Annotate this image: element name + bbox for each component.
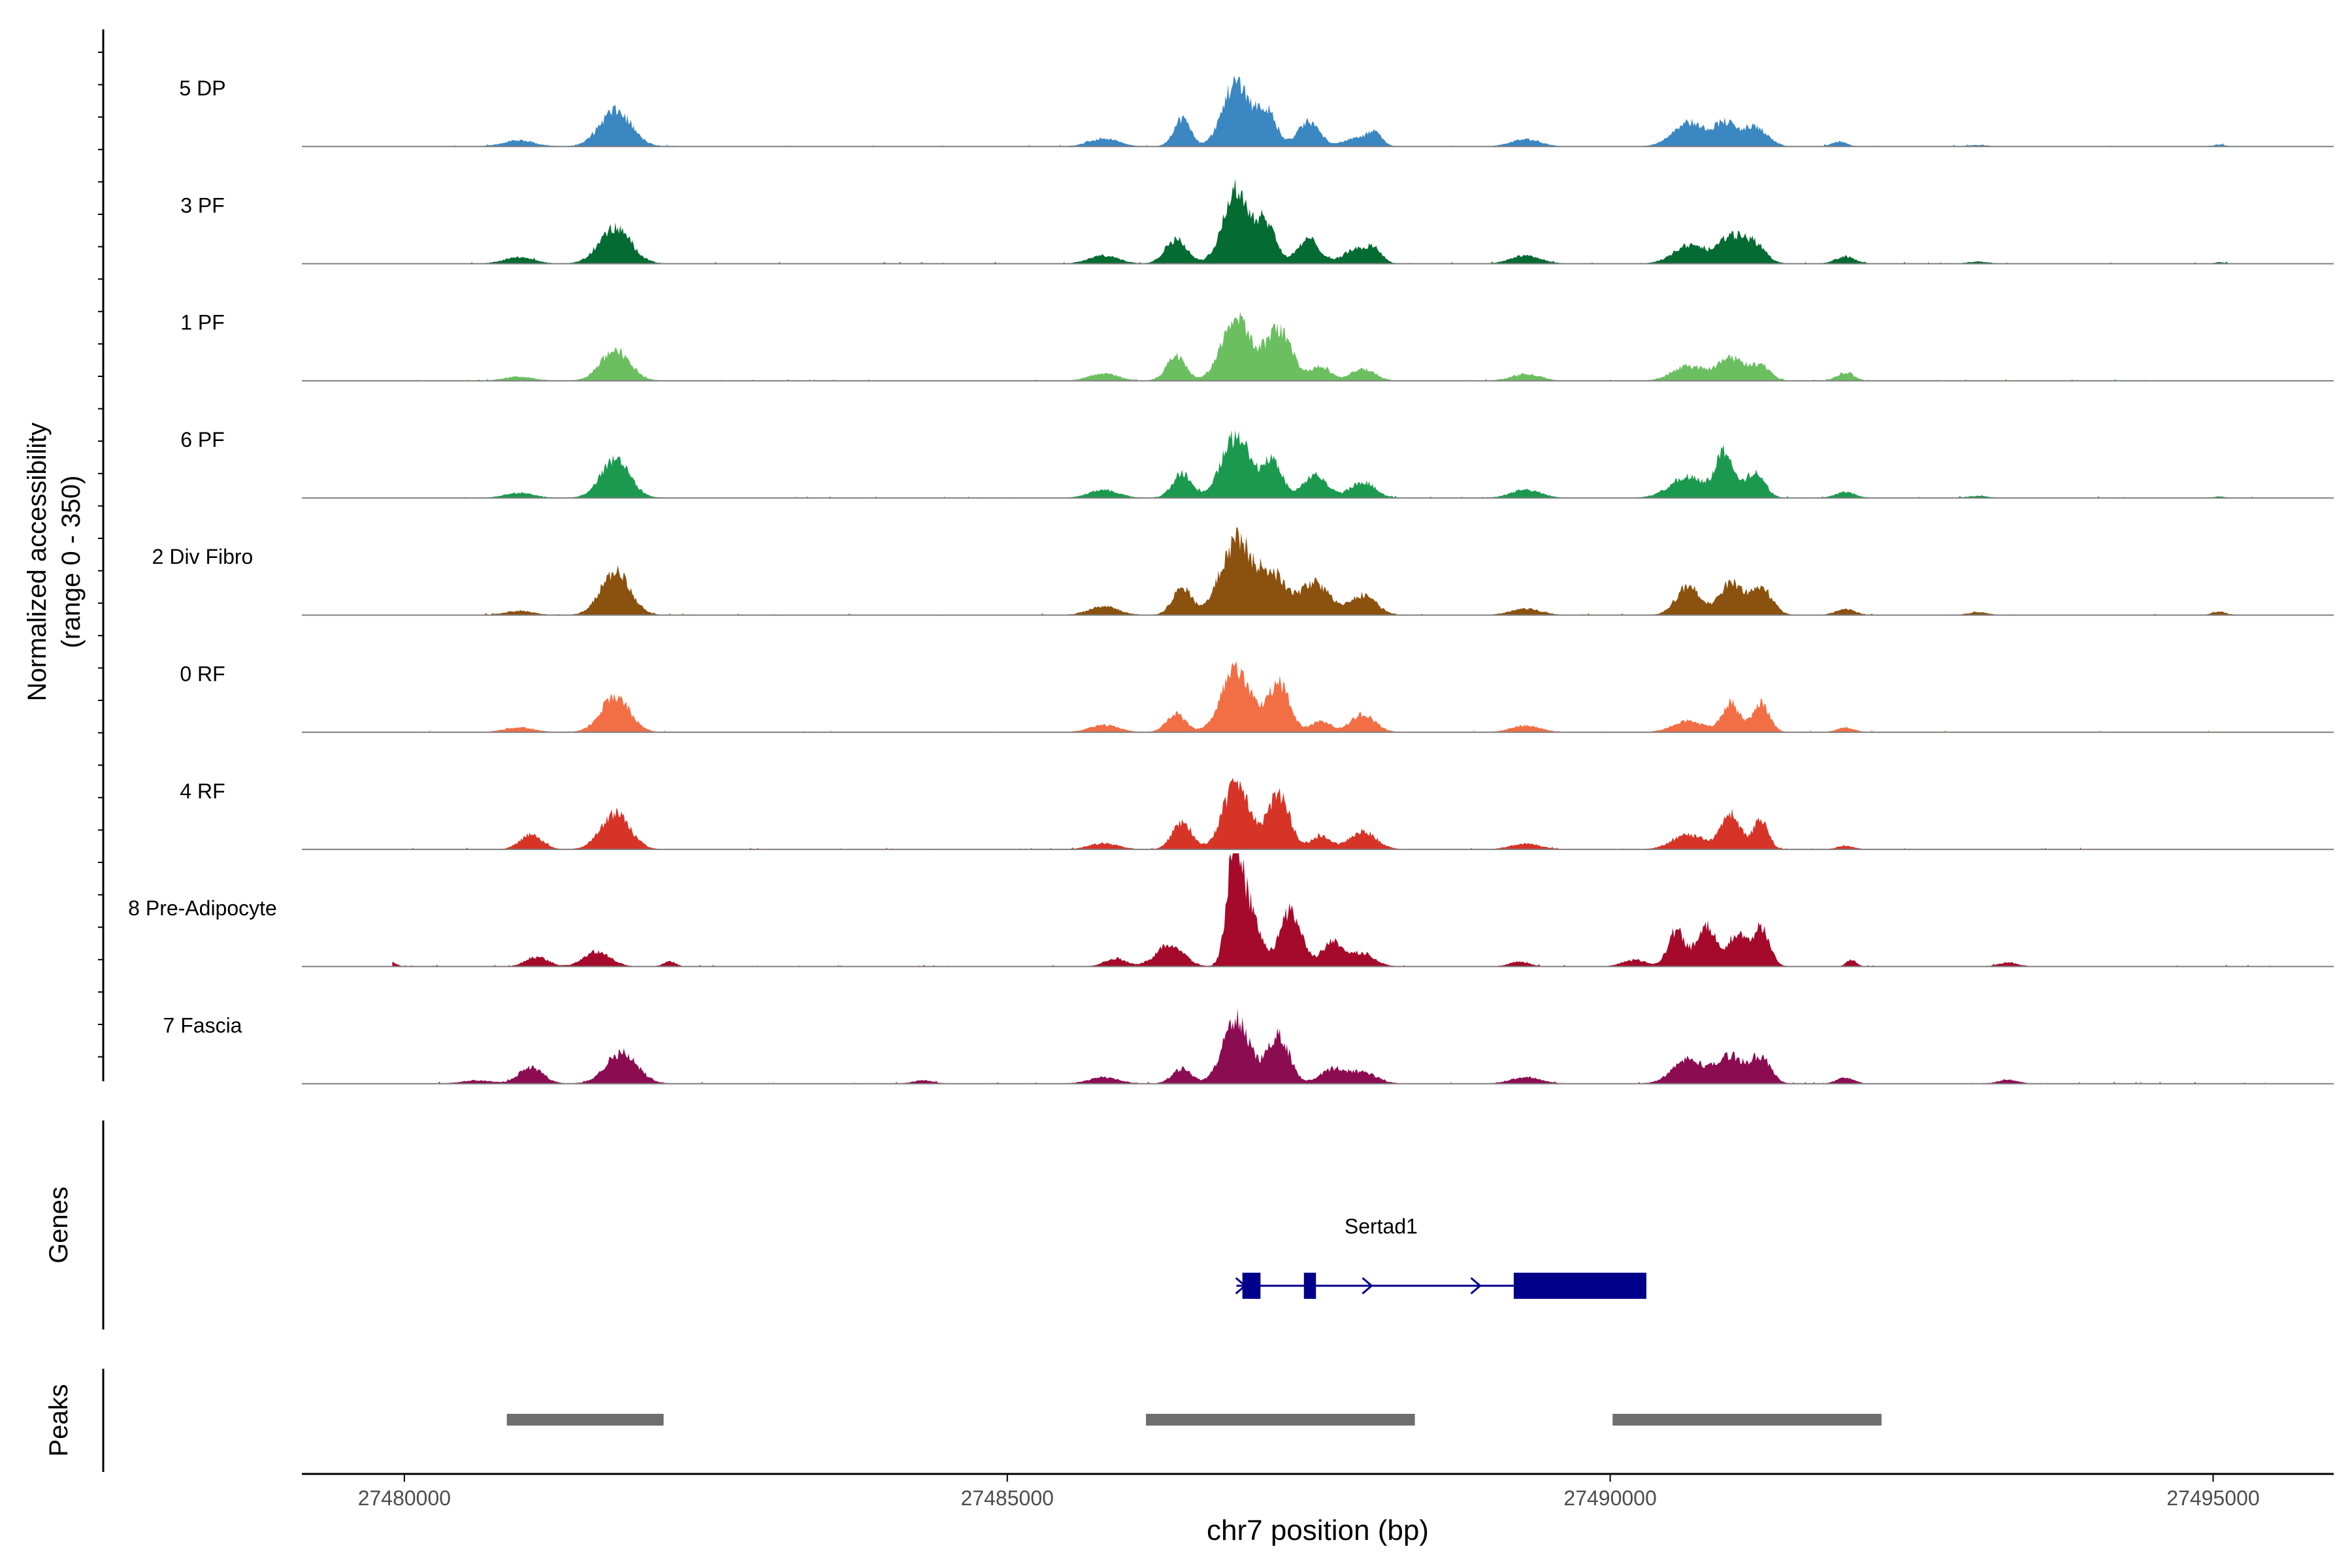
gene-track: Sertad1 xyxy=(1235,1215,1646,1299)
x-axis-ticks: 27480000 27485000 27490000 27495000 xyxy=(358,1474,2260,1510)
x-tick-label: 27495000 xyxy=(2166,1486,2259,1510)
track-label-4-rf: 4 RF xyxy=(180,779,225,803)
x-axis-title: chr7 position (bp) xyxy=(1207,1514,1429,1546)
track-label-6-pf: 6 PF xyxy=(180,428,225,451)
track-label-7-fascia: 7 Fascia xyxy=(163,1013,242,1037)
gene-strand-arrow xyxy=(1470,1277,1482,1295)
track-label-1-pf: 1 PF xyxy=(180,311,225,335)
coverage-area-7-fascia xyxy=(392,1008,2274,1084)
track-0-rf: 0 RF xyxy=(180,661,2334,733)
gene-exon xyxy=(1303,1273,1316,1299)
gene-exon xyxy=(1513,1273,1646,1299)
track-label-8-pre-adipocyte: 8 Pre-Adipocyte xyxy=(128,896,277,920)
track-label-3-pf: 3 PF xyxy=(180,193,225,217)
track-label-5-dp: 5 DP xyxy=(179,76,225,100)
gene-strand-arrow xyxy=(1362,1277,1373,1295)
track-3-pf: 3 PF xyxy=(180,178,2334,265)
coverage-tracks: 5 DP 3 PF 1 PF 6 PF 2 Div Fibro 0 RF 4 RF 8 Pre… xyxy=(128,75,2334,1085)
x-tick-label: 27480000 xyxy=(358,1486,451,1510)
track-label-2-div-fibro: 2 Div Fibro xyxy=(152,545,253,568)
track-8-pre-adipocyte: 8 Pre-Adipocyte xyxy=(128,853,2334,968)
coverage-area-8-pre-adipocyte xyxy=(392,853,2274,967)
peak-track xyxy=(506,1414,1882,1426)
gene-strand-arrow xyxy=(1235,1277,1247,1295)
coverage-y-axis-ticks xyxy=(98,52,103,1058)
y-axis-title-line2: (range 0 - 350) xyxy=(57,476,86,649)
peak-region xyxy=(1145,1414,1415,1426)
x-tick-label: 27485000 xyxy=(961,1486,1054,1510)
track-5-dp: 5 DP xyxy=(179,75,2334,148)
track-2-div-fibro: 2 Div Fibro xyxy=(152,527,2334,616)
peaks-panel-title: Peaks xyxy=(44,1384,73,1456)
track-7-fascia: 7 Fascia xyxy=(163,1008,2334,1085)
track-4-rf: 4 RF xyxy=(180,777,2334,851)
peak-region xyxy=(1612,1414,1882,1426)
track-1-pf: 1 PF xyxy=(180,311,2334,382)
x-tick-label: 27490000 xyxy=(1563,1486,1656,1510)
y-axis-title-line1: Normalized accessibility xyxy=(23,423,52,702)
gene-label: Sertad1 xyxy=(1345,1215,1418,1238)
peak-region xyxy=(506,1414,664,1426)
track-6-pf: 6 PF xyxy=(180,428,2334,499)
track-label-0-rf: 0 RF xyxy=(180,662,225,686)
genes-panel-title: Genes xyxy=(44,1186,73,1264)
